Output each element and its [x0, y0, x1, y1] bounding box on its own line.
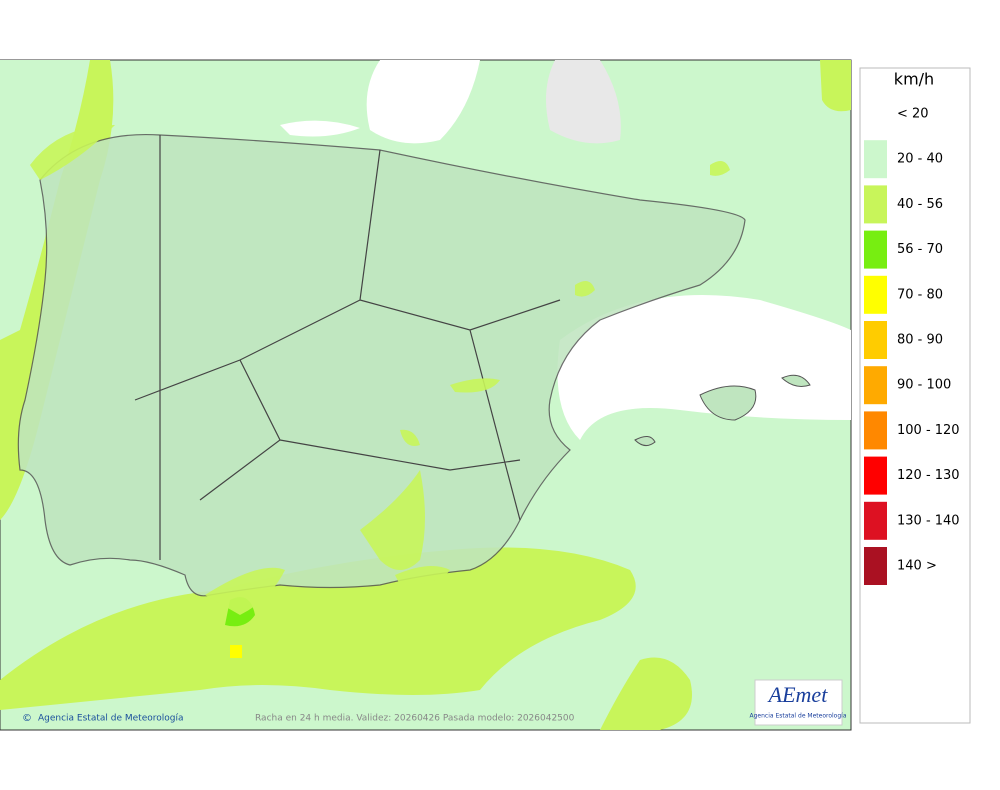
legend-items: < 20 20 - 40 40 - 56 56 - 70 70 - 80 80 - 90 9…: [864, 95, 960, 585]
logo-subtitle: Agencia Estatal de Meteorología: [750, 713, 847, 720]
sea-area: [280, 120, 360, 137]
sea-area: [557, 295, 851, 440]
legend-label: 100 - 120: [897, 423, 960, 438]
peninsula: [17, 133, 746, 597]
region-borders: [134, 135, 561, 560]
legend-swatch: [864, 321, 887, 359]
legend-title: km/h: [894, 70, 934, 89]
legend-swatch: [864, 185, 887, 224]
logo-text: AEmet: [767, 682, 829, 707]
legend-swatch: [864, 366, 887, 405]
legend-label: 20 - 40: [897, 152, 943, 167]
wind-area: [230, 645, 242, 658]
legend-label: 90 - 100: [897, 378, 951, 393]
logo-box: [754, 679, 843, 726]
legend-swatch: [864, 140, 887, 179]
copyright-symbol: ©: [22, 713, 32, 724]
legend-label: 80 - 90: [897, 333, 943, 348]
legend-swatch: [864, 501, 887, 540]
legend-swatch: [864, 230, 887, 269]
legend-label: 140 >: [897, 559, 937, 574]
map-credit: Agencia Estatal de Meteorología: [38, 714, 184, 724]
wind-area: [820, 60, 851, 112]
legend-label: 130 - 140: [897, 513, 960, 528]
legend-label: < 20: [897, 107, 929, 122]
legend-swatch: [864, 411, 887, 450]
map-layer: [0, 60, 851, 730]
sea-area: [366, 60, 480, 144]
islands: [634, 374, 811, 446]
legend-label: 70 - 80: [897, 287, 943, 302]
wind-area: [30, 125, 730, 615]
legend-label: 120 - 130: [897, 468, 960, 483]
wind-area: [600, 657, 692, 730]
legend-swatch: [864, 275, 887, 314]
legend-label: 56 - 70: [897, 242, 943, 257]
map-caption: Racha en 24 h media. Validez: 20260426 P…: [255, 714, 575, 724]
legend-swatch: [864, 547, 887, 585]
wind-area: [0, 547, 636, 710]
legend-swatch: [864, 95, 887, 133]
land-area: [546, 60, 621, 144]
legend-swatch: [864, 456, 887, 495]
legend-label: 40 - 56: [897, 197, 943, 212]
